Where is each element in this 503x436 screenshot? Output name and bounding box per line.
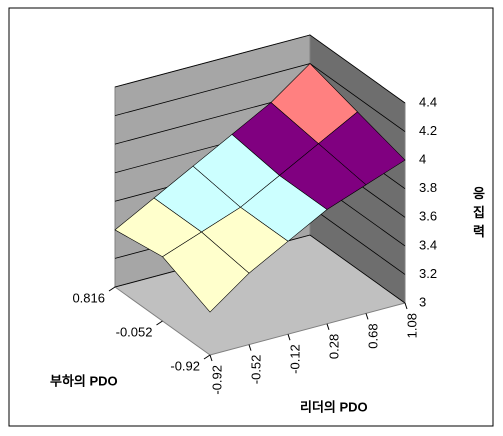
x-tick-mark [404,302,408,310]
z-axis-label: 응집력 [471,187,486,244]
z-tick-label: 4.2 [419,123,437,138]
surface-patch [162,231,250,313]
z-tick-label: 3 [419,294,426,309]
x-tick-mark [248,344,252,351]
z-tick-label: 3.8 [419,180,437,195]
y-axis-label: 부하의 PDO [50,373,118,388]
x-tick-mark [287,334,291,341]
y-tick-mark [156,320,163,326]
z-tick-label: 3.4 [419,237,437,252]
z-tick-label: 4 [419,152,426,167]
x-tick-label: 0.28 [326,334,341,359]
y-tick-mark [108,286,116,292]
y-tick-mark [203,354,211,360]
x-axis-label: 리더의 PDO [300,399,368,414]
x-tick-mark [326,323,330,330]
z-tick-label: 3.2 [419,266,437,281]
z-tick-label: 3.6 [419,209,437,224]
x-tick-mark [209,354,213,362]
x-tick-label: -0.12 [287,344,302,374]
x-tick-label: 1.08 [404,313,419,338]
z-tick-label: 4.4 [419,94,437,109]
x-tick-label: -0.52 [248,355,263,385]
x-tick-label: 0.68 [365,323,380,348]
y-tick-label: -0.92 [170,358,200,373]
x-tick-label: -0.92 [209,365,224,395]
y-tick-label: 0.816 [72,290,105,305]
x-tick-mark [365,313,369,320]
y-tick-label: -0.052 [116,324,153,339]
grid-line [114,34,406,104]
